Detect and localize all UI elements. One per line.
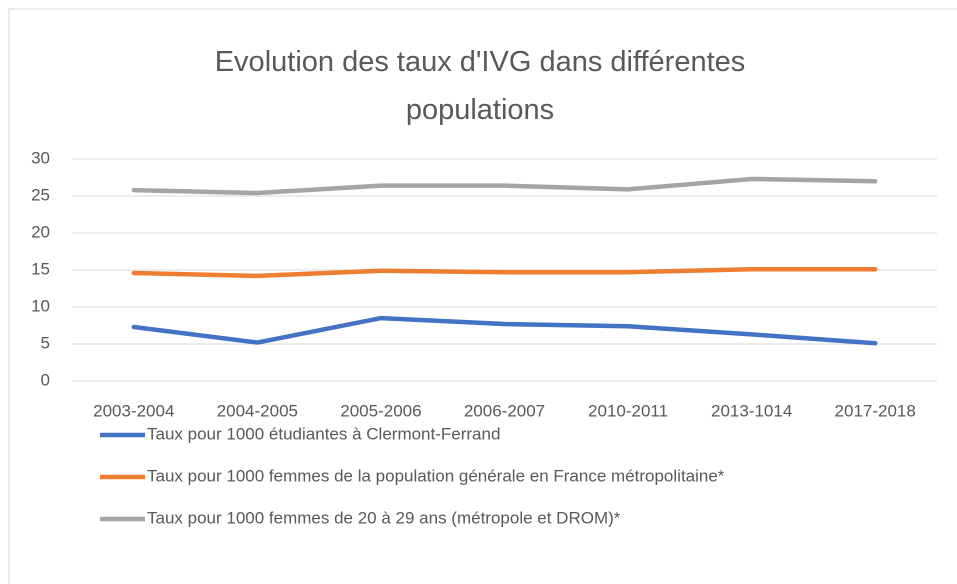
x-tick-label: 2010-2011 <box>588 401 668 420</box>
chart-border <box>8 8 957 584</box>
chart-title: Evolution des taux d'IVG dans différente… <box>214 46 746 126</box>
y-tick-label: 25 <box>31 185 50 204</box>
y-tick-label: 0 <box>41 370 50 389</box>
y-tick-label: 15 <box>31 259 50 278</box>
series-line <box>131 267 878 279</box>
x-tick-label: 2017-2018 <box>835 401 916 420</box>
legend-label: Taux pour 1000 étudiantes à Clermont-Fer… <box>147 424 500 443</box>
x-tick-label: 2003-2004 <box>93 401 174 420</box>
y-tick-label: 30 <box>31 148 50 167</box>
legend-label: Taux pour 1000 femmes de 20 à 29 ans (mé… <box>147 508 621 527</box>
y-tick-label: 10 <box>31 296 50 315</box>
legend-label: Taux pour 1000 femmes de la population g… <box>147 466 725 485</box>
x-tick-label: 2005-2006 <box>340 401 421 420</box>
y-tick-label: 20 <box>31 222 50 241</box>
x-tick-label: 2004-2005 <box>217 401 298 420</box>
x-tick-label: 2006-2007 <box>464 401 545 420</box>
y-tick-label: 5 <box>41 333 50 352</box>
series-line <box>131 176 878 196</box>
x-tick-label: 2013-1014 <box>711 401 792 420</box>
series-line <box>131 315 878 346</box>
